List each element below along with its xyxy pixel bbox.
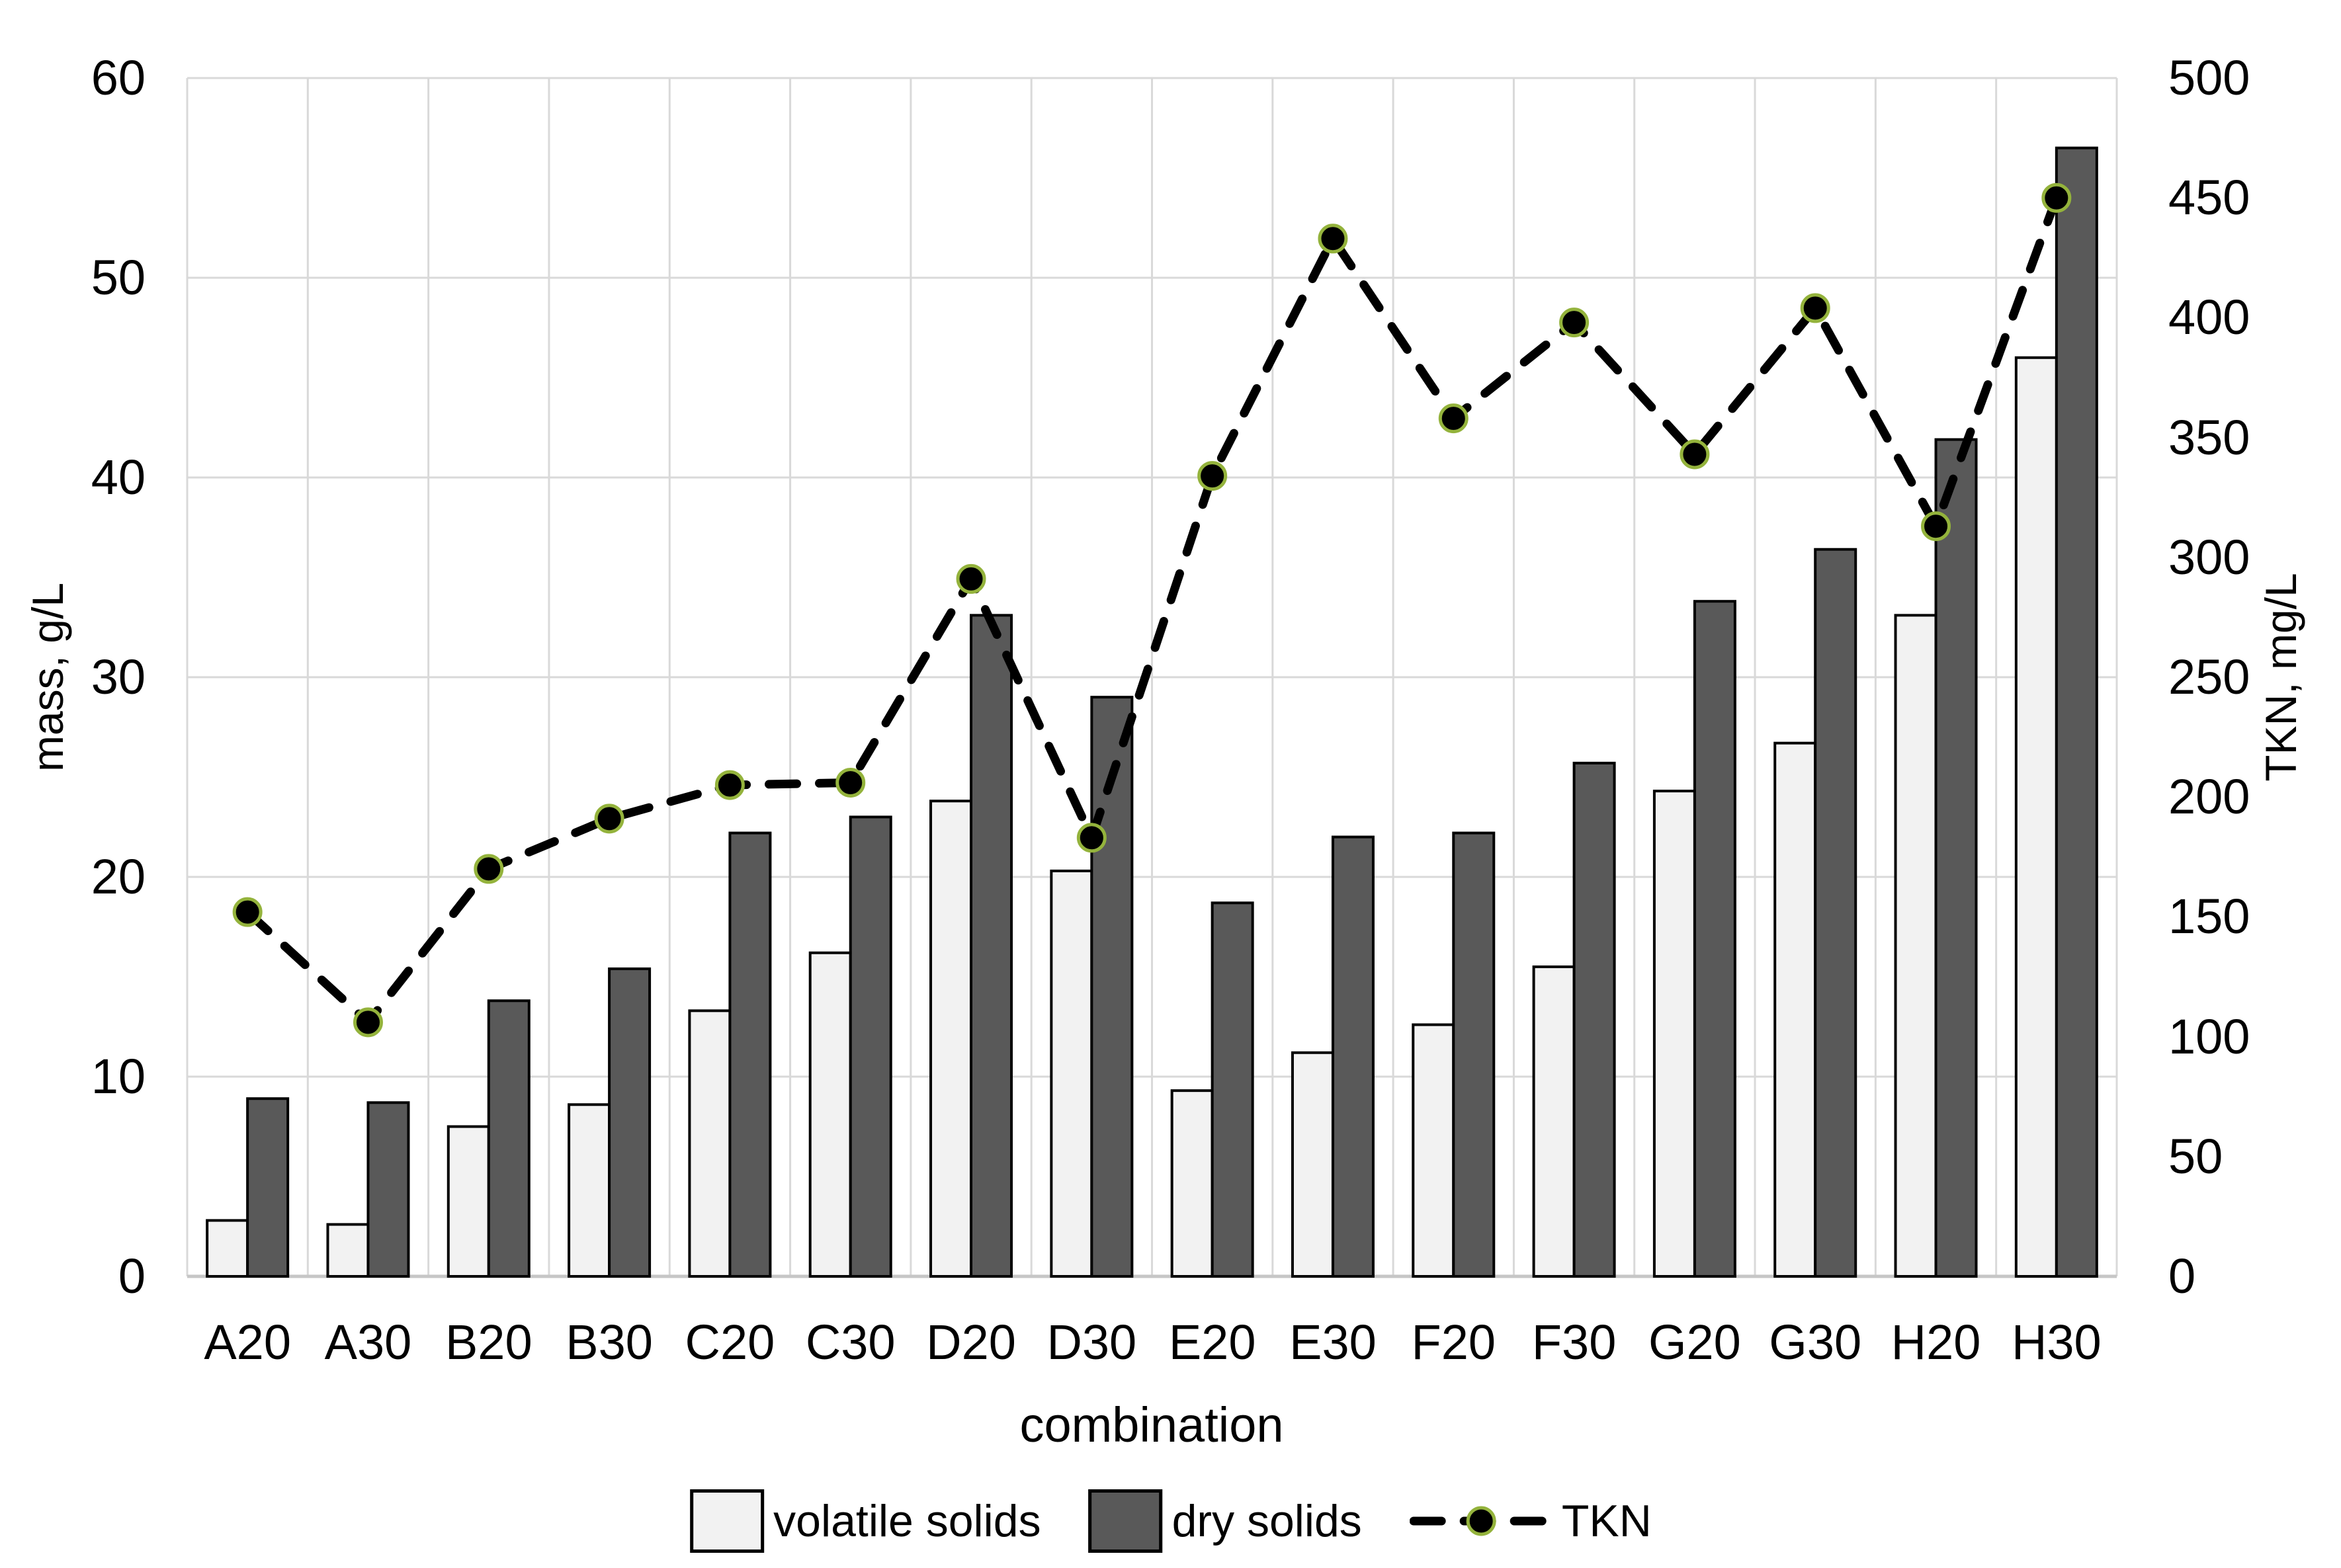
right-axis-tick-150: 150 bbox=[2168, 889, 2250, 944]
x-axis-category-E30: E30 bbox=[1289, 1315, 1377, 1370]
bar-volatile-solids-E30 bbox=[1291, 1051, 1334, 1278]
tkn-marker-H30 bbox=[2041, 183, 2072, 213]
left-axis-tick-50: 50 bbox=[91, 250, 146, 305]
bar-dry-solids-B20 bbox=[487, 999, 531, 1278]
tkn-marker-D30 bbox=[1076, 823, 1107, 853]
legend-label-tkn: TKN bbox=[1561, 1496, 1652, 1546]
tkn-marker-E30 bbox=[1318, 224, 1348, 254]
tkn-marker-C20 bbox=[714, 770, 745, 800]
x-axis-category-H30: H30 bbox=[2011, 1315, 2102, 1370]
x-axis-category-B20: B20 bbox=[445, 1315, 532, 1370]
x-axis-category-C20: C20 bbox=[685, 1315, 775, 1370]
bar-volatile-solids-E20 bbox=[1170, 1089, 1214, 1278]
left-axis-tick-10: 10 bbox=[91, 1049, 146, 1104]
tkn-line-swatch bbox=[1409, 1506, 1553, 1536]
right-axis-tick-500: 500 bbox=[2168, 50, 2250, 105]
x-axis-category-D30: D30 bbox=[1046, 1315, 1137, 1370]
tkn-marker-B30 bbox=[594, 804, 624, 834]
left-axis-tick-0: 0 bbox=[118, 1249, 146, 1303]
bar-dry-solids-H30 bbox=[2055, 146, 2098, 1278]
x-axis-category-D20: D20 bbox=[926, 1315, 1016, 1370]
bar-volatile-solids-D30 bbox=[1050, 869, 1093, 1278]
bar-volatile-solids-A30 bbox=[326, 1223, 370, 1278]
x-axis-category-B30: B30 bbox=[566, 1315, 653, 1370]
bar-volatile-solids-D20 bbox=[929, 800, 973, 1278]
bar-volatile-solids-B30 bbox=[568, 1103, 611, 1278]
x-axis-category-H20: H20 bbox=[1891, 1315, 1981, 1370]
bar-dry-solids-F20 bbox=[1452, 831, 1496, 1278]
x-axis-category-C30: C30 bbox=[805, 1315, 896, 1370]
tkn-marker-F30 bbox=[1559, 308, 1590, 338]
tkn-marker-A20 bbox=[232, 897, 263, 927]
bar-dry-solids-E20 bbox=[1211, 901, 1254, 1278]
x-axis-category-E20: E20 bbox=[1168, 1315, 1256, 1370]
bar-volatile-solids-G20 bbox=[1652, 790, 1696, 1278]
left-axis-tick-60: 60 bbox=[91, 50, 146, 105]
left-axis-tick-40: 40 bbox=[91, 450, 146, 505]
tkn-marker-F20 bbox=[1438, 403, 1468, 434]
x-axis-category-F20: F20 bbox=[1411, 1315, 1496, 1370]
bar-dry-solids-H20 bbox=[1934, 438, 1978, 1278]
right-axis-tick-100: 100 bbox=[2168, 1009, 2250, 1064]
legend: volatile solids dry solids TKN bbox=[690, 1489, 1652, 1553]
tkn-line bbox=[243, 193, 2061, 1027]
legend-item-tkn[interactable]: TKN bbox=[1409, 1496, 1652, 1546]
right-axis-tick-400: 400 bbox=[2168, 290, 2250, 345]
right-axis-tick-350: 350 bbox=[2168, 409, 2250, 465]
right-axis-tick-0: 0 bbox=[2168, 1249, 2196, 1303]
legend-label-dry-solids: dry solids bbox=[1171, 1496, 1362, 1546]
bar-volatile-solids-H30 bbox=[2014, 356, 2058, 1278]
legend-item-volatile-solids[interactable]: volatile solids bbox=[690, 1489, 1041, 1553]
x-axis-category-G30: G30 bbox=[1769, 1315, 1862, 1370]
legend-label-volatile-solids: volatile solids bbox=[773, 1496, 1041, 1546]
right-axis-title: TKN, mg/L bbox=[2256, 573, 2305, 782]
bar-dry-solids-G30 bbox=[1814, 548, 1857, 1278]
bar-volatile-solids-H20 bbox=[1894, 614, 1937, 1278]
right-axis-tick-250: 250 bbox=[2168, 649, 2250, 704]
bar-dry-solids-F30 bbox=[1572, 761, 1616, 1278]
tkn-marker-G30 bbox=[1800, 293, 1830, 323]
dry-solids-swatch bbox=[1088, 1489, 1163, 1553]
volatile-solids-swatch bbox=[690, 1489, 765, 1553]
bar-volatile-solids-F20 bbox=[1412, 1023, 1455, 1278]
bar-dry-solids-D20 bbox=[970, 614, 1013, 1278]
bar-dry-solids-B30 bbox=[608, 967, 652, 1278]
bar-dry-solids-C20 bbox=[728, 831, 772, 1278]
x-axis-category-A30: A30 bbox=[324, 1315, 412, 1370]
bar-volatile-solids-C20 bbox=[688, 1009, 732, 1278]
left-axis-title: mass, g/L bbox=[23, 582, 72, 772]
bar-dry-solids-E30 bbox=[1331, 835, 1375, 1278]
tkn-marker-B20 bbox=[474, 854, 504, 884]
x-axis-category-A20: A20 bbox=[204, 1315, 291, 1370]
tkn-marker-E20 bbox=[1197, 461, 1228, 491]
bar-volatile-solids-A20 bbox=[206, 1219, 249, 1278]
legend-item-dry-solids[interactable]: dry solids bbox=[1088, 1489, 1362, 1553]
bar-dry-solids-D30 bbox=[1090, 696, 1134, 1278]
tkn-marker-C30 bbox=[835, 767, 866, 798]
bar-dry-solids-A20 bbox=[246, 1097, 290, 1278]
bar-volatile-solids-B20 bbox=[447, 1125, 490, 1278]
bar-volatile-solids-G30 bbox=[1773, 741, 1817, 1278]
bar-volatile-solids-C30 bbox=[808, 951, 852, 1278]
left-axis-tick-20: 20 bbox=[91, 849, 146, 904]
tkn-marker-H20 bbox=[1921, 511, 1951, 542]
right-axis-tick-450: 450 bbox=[2168, 170, 2250, 226]
tkn-marker-G20 bbox=[1680, 439, 1710, 470]
x-axis-category-G20: G20 bbox=[1648, 1315, 1741, 1370]
right-axis-tick-50: 50 bbox=[2168, 1128, 2223, 1184]
left-axis-tick-30: 30 bbox=[91, 649, 146, 704]
bar-dry-solids-C30 bbox=[849, 815, 892, 1278]
x-axis-category-F30: F30 bbox=[1531, 1315, 1617, 1370]
bar-volatile-solids-F30 bbox=[1532, 965, 1576, 1278]
right-axis-tick-300: 300 bbox=[2168, 529, 2250, 585]
right-axis-tick-200: 200 bbox=[2168, 769, 2250, 825]
tkn-marker-D20 bbox=[956, 563, 986, 594]
bar-dry-solids-A30 bbox=[366, 1101, 410, 1278]
x-axis-title: combination bbox=[1019, 1397, 1284, 1452]
bar-dry-solids-G20 bbox=[1693, 600, 1736, 1278]
tkn-marker-A30 bbox=[353, 1007, 383, 1038]
